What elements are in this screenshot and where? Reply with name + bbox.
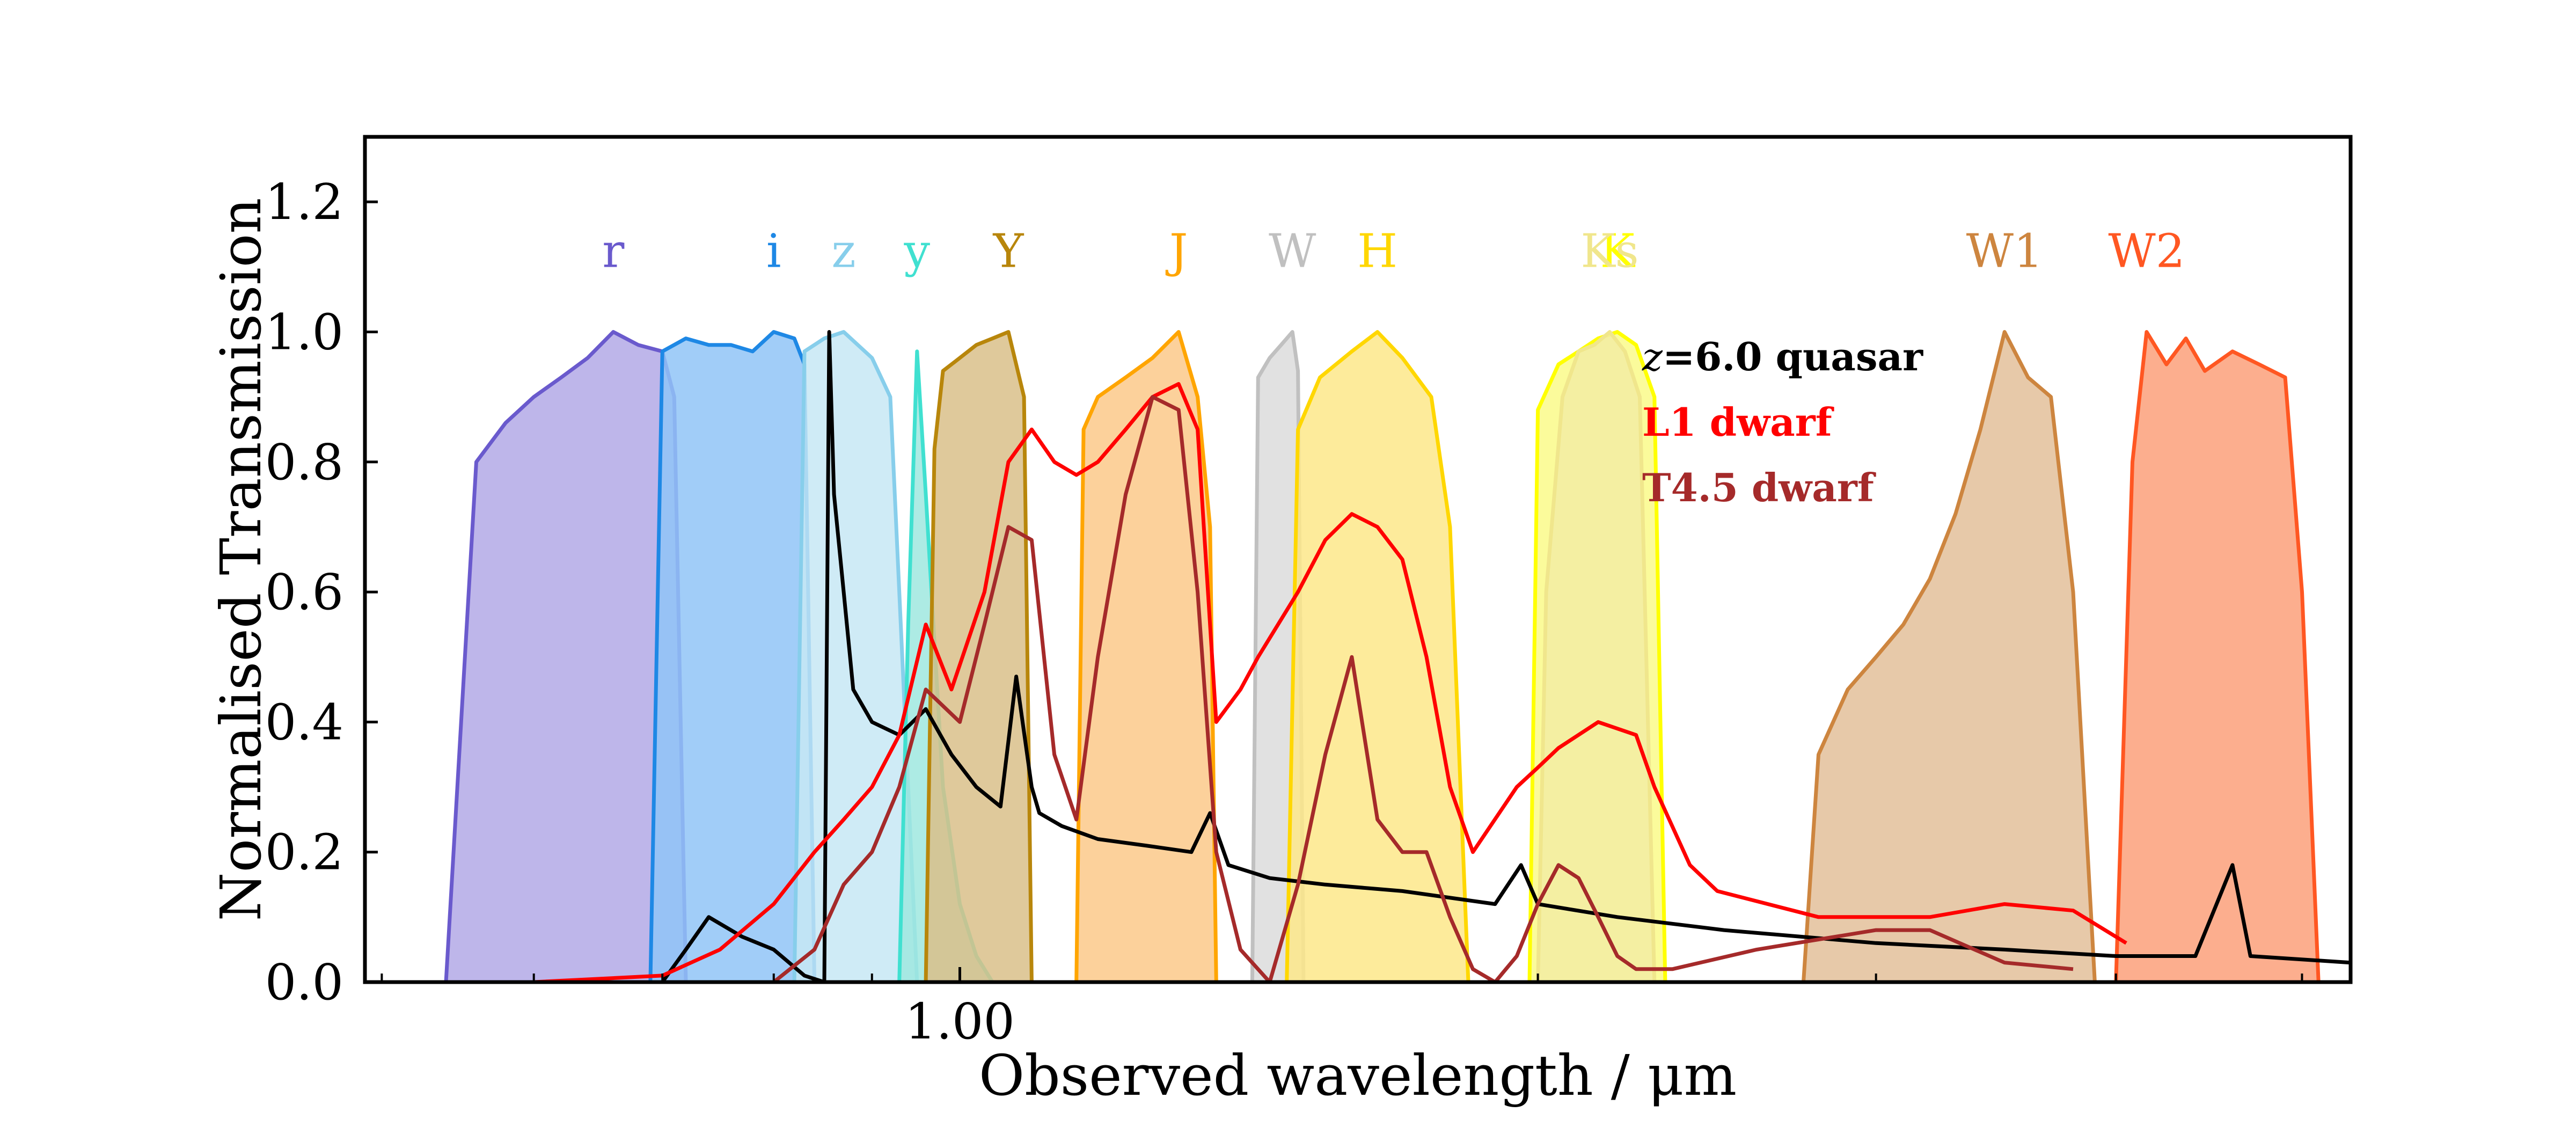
legend-entry-t4-5-dwarf: T4.5 dwarf bbox=[1642, 465, 1876, 510]
filter-curves bbox=[444, 330, 2321, 984]
x-axis-title: Observed wavelength / μm bbox=[979, 1043, 1737, 1108]
y-tick-label: 0.2 bbox=[265, 824, 343, 881]
filter-y-label: Y bbox=[993, 224, 1024, 278]
y-tick-label: 0.8 bbox=[265, 434, 343, 491]
series-z-6-0-quasar-line bbox=[661, 330, 2351, 984]
legend: z=6.0 quasar L1 dwarf T4.5 dwarf bbox=[1642, 334, 1923, 510]
spectra-series bbox=[533, 330, 2351, 984]
x-tick-label: 1.00 bbox=[905, 993, 1015, 1050]
legend-text: L1 dwarf bbox=[1642, 399, 1834, 445]
series-t4-5-dwarf-line bbox=[772, 395, 2074, 984]
y-tick-label: 0.0 bbox=[265, 954, 343, 1011]
filter-y-curve bbox=[924, 330, 1034, 984]
series-l1-dwarf-line bbox=[533, 382, 2127, 984]
legend-text: =6.0 quasar bbox=[1663, 334, 1923, 379]
filter-w2-label: W2 bbox=[2108, 224, 2185, 278]
filter-i-label: i bbox=[766, 224, 781, 278]
filter-j-label: J bbox=[1165, 224, 1188, 278]
filter-w1-curve bbox=[1802, 330, 2097, 984]
y-axis-title: Normalised Transmission bbox=[208, 198, 274, 921]
filter-y-label: y bbox=[903, 224, 930, 278]
legend-entry-6-0-quasar: z=6.0 quasar bbox=[1642, 334, 1923, 379]
filter-h-label: H bbox=[1357, 224, 1397, 278]
y-tick-label: 0.6 bbox=[265, 564, 343, 621]
legend-italic-prefix: z bbox=[1642, 334, 1663, 379]
filter-k-label: K bbox=[1600, 224, 1636, 278]
legend-text: T4.5 dwarf bbox=[1642, 465, 1876, 510]
filter-ks-label: Ks bbox=[1580, 224, 1638, 278]
filter-r-curve bbox=[444, 330, 688, 984]
plot-frame bbox=[363, 135, 2353, 984]
filter-h-curve bbox=[1285, 330, 1470, 984]
filter-w-label: W bbox=[1269, 224, 1316, 278]
y-tick-label: 1.0 bbox=[265, 303, 343, 361]
y-tick-label: 1.2 bbox=[265, 173, 343, 231]
filter-z-label: z bbox=[831, 224, 855, 278]
y-tick-label: 0.4 bbox=[265, 693, 343, 751]
filter-w1-label: W1 bbox=[1966, 224, 2043, 278]
legend-entry-l1-dwarf: L1 dwarf bbox=[1642, 399, 1834, 445]
filter-r-label: r bbox=[602, 224, 625, 278]
filter-w2-curve bbox=[2114, 330, 2321, 984]
axis-ticks: 0.0 0.2 0.4 0.6 0.8 1.0 1.2 1.00 bbox=[265, 173, 2303, 1050]
filter-band-labels: r i z y Y J W H KKs W1 W2 bbox=[602, 224, 2185, 278]
filter-j-curve bbox=[1074, 330, 1218, 984]
filter-z-curve bbox=[792, 330, 919, 984]
filter-ks-curve bbox=[1536, 330, 1657, 984]
